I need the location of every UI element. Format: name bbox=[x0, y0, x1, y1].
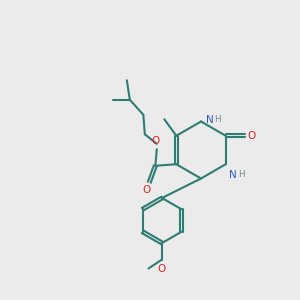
Text: H: H bbox=[214, 116, 220, 124]
Text: N: N bbox=[206, 115, 213, 125]
Text: O: O bbox=[151, 136, 159, 146]
Text: H: H bbox=[238, 170, 244, 178]
Text: O: O bbox=[143, 184, 151, 195]
Text: N: N bbox=[229, 170, 237, 180]
Text: O: O bbox=[158, 264, 166, 274]
Text: O: O bbox=[248, 131, 256, 141]
